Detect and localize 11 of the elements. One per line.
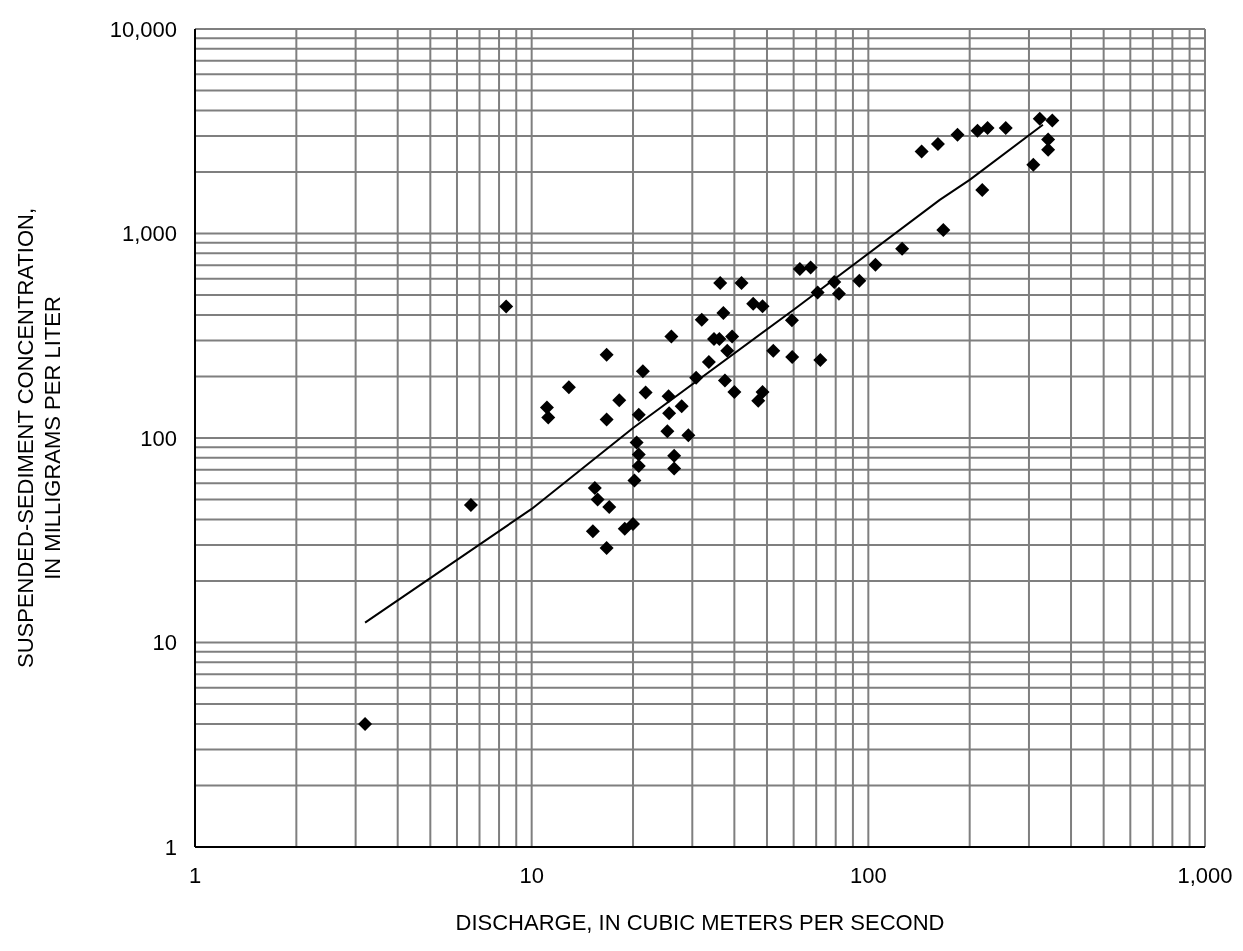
- x-tick-label: 100: [849, 862, 887, 888]
- y-tick-label: 10: [152, 630, 177, 656]
- x-tick-label: 1: [188, 862, 202, 888]
- y-tick-label: 1,000: [121, 221, 177, 247]
- x-tick-label: 10: [519, 862, 544, 888]
- y-axis-title: SUSPENDED-SEDIMENT CONCENTRATION, IN MILLIGRAMS PER LITER: [13, 207, 65, 669]
- x-tick-label: 1,000: [1177, 862, 1233, 888]
- y-tick-label: 100: [140, 425, 177, 451]
- y-tick-label: 10,000: [109, 16, 177, 42]
- x-axis-title: DISCHARGE, IN CUBIC METERS PER SECOND: [455, 910, 945, 935]
- y-tick-label: 1: [164, 834, 177, 860]
